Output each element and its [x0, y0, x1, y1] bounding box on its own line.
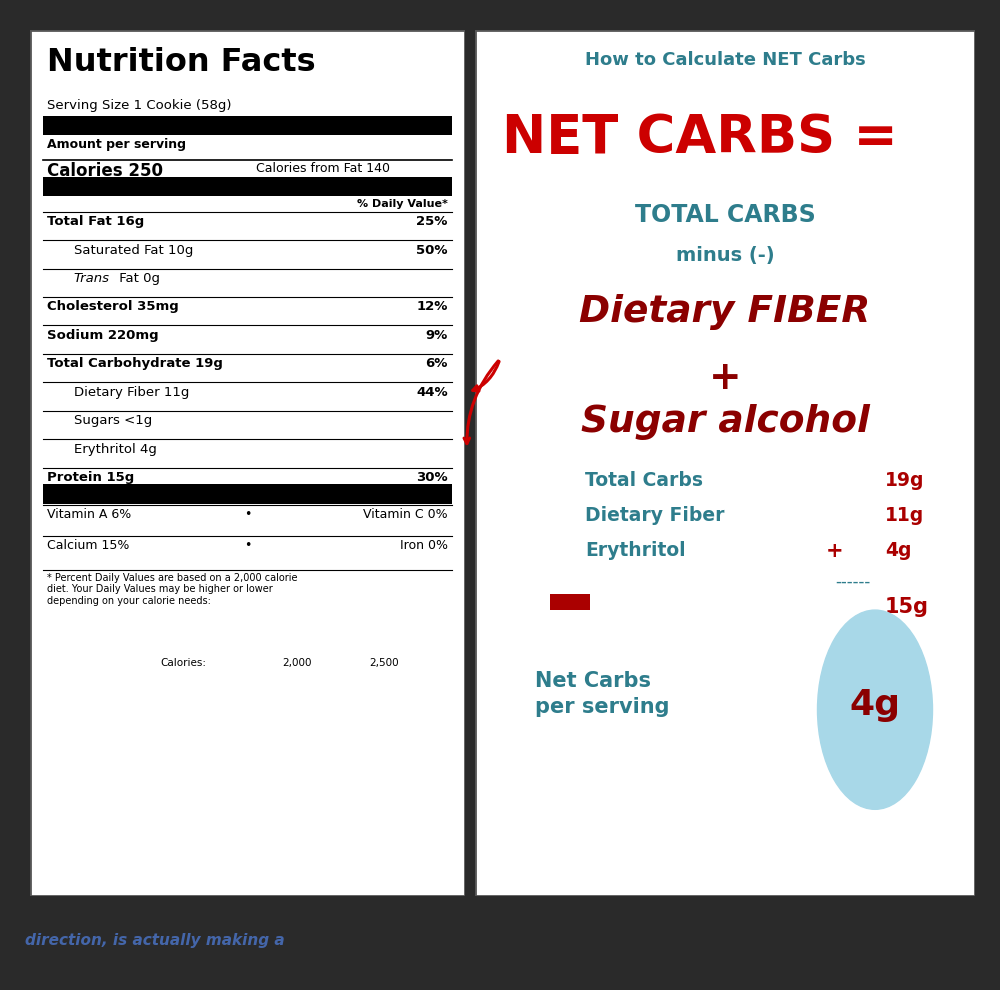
Text: Vitamin A 6%: Vitamin A 6%: [47, 508, 132, 521]
Text: Dietary Fiber 11g: Dietary Fiber 11g: [74, 386, 189, 399]
Text: 2,500: 2,500: [369, 657, 399, 667]
Text: Erythritol: Erythritol: [585, 541, 686, 559]
Text: Cholesterol 35mg: Cholesterol 35mg: [47, 300, 179, 313]
Text: Total Carbs: Total Carbs: [585, 471, 703, 490]
Text: Dietary Fiber: Dietary Fiber: [585, 506, 724, 525]
Text: 25%: 25%: [416, 215, 448, 228]
Text: 4g: 4g: [885, 541, 912, 559]
Bar: [43, 484, 452, 504]
Text: Erythritol 4g: Erythritol 4g: [74, 443, 156, 456]
Text: Calories from Fat 140: Calories from Fat 140: [256, 162, 390, 175]
Text: 11g: 11g: [885, 506, 924, 525]
Circle shape: [818, 610, 932, 810]
Text: Sugar alcohol: Sugar alcohol: [581, 404, 869, 440]
Text: Calories:: Calories:: [160, 657, 206, 667]
Text: Iron 0%: Iron 0%: [400, 539, 448, 552]
Text: Saturated Fat 10g: Saturated Fat 10g: [74, 244, 193, 256]
Text: 30%: 30%: [416, 471, 448, 484]
Text: Trans: Trans: [74, 272, 110, 285]
Text: 15g: 15g: [885, 597, 929, 617]
Text: 4g: 4g: [850, 688, 900, 723]
Text: Total Carbohydrate 19g: Total Carbohydrate 19g: [47, 357, 223, 370]
Text: 50%: 50%: [416, 244, 448, 256]
Bar: [43, 177, 452, 196]
Text: TOTAL CARBS: TOTAL CARBS: [635, 203, 815, 227]
Text: Total Fat 16g: Total Fat 16g: [47, 215, 145, 228]
Text: 44%: 44%: [416, 386, 448, 399]
Text: 2,000: 2,000: [282, 657, 312, 667]
Text: ------: ------: [835, 573, 870, 591]
Text: Net Carbs
per serving: Net Carbs per serving: [535, 671, 670, 717]
Text: 6%: 6%: [425, 357, 448, 370]
Text: Protein 15g: Protein 15g: [47, 471, 135, 484]
Bar: [550, 594, 590, 610]
Text: Calcium 15%: Calcium 15%: [47, 539, 130, 552]
Text: 9%: 9%: [425, 329, 448, 342]
Text: 12%: 12%: [416, 300, 448, 313]
Text: Fat 0g: Fat 0g: [115, 272, 160, 285]
Text: •: •: [244, 508, 251, 521]
Text: * Percent Daily Values are based on a 2,000 calorie
diet. Your Daily Values may : * Percent Daily Values are based on a 2,…: [47, 573, 298, 606]
Text: How to Calculate NET Carbs: How to Calculate NET Carbs: [585, 51, 865, 69]
Text: direction, is actually making a: direction, is actually making a: [25, 934, 285, 948]
Text: NET CARBS =: NET CARBS =: [502, 112, 898, 164]
Text: +: +: [709, 359, 741, 397]
Text: +: +: [826, 541, 844, 560]
Text: minus (-): minus (-): [676, 247, 774, 265]
Text: Dietary FIBER: Dietary FIBER: [579, 294, 871, 330]
Text: Vitamin C 0%: Vitamin C 0%: [363, 508, 448, 521]
Text: % Daily Value*: % Daily Value*: [357, 199, 448, 209]
Text: Sugars <1g: Sugars <1g: [74, 414, 152, 428]
Text: 19g: 19g: [885, 471, 924, 490]
Text: Serving Size 1 Cookie (58g): Serving Size 1 Cookie (58g): [47, 99, 232, 112]
Text: Nutrition Facts: Nutrition Facts: [47, 48, 316, 78]
Text: Amount per serving: Amount per serving: [47, 138, 186, 151]
Text: •: •: [244, 539, 251, 552]
Bar: [43, 117, 452, 136]
Text: Calories 250: Calories 250: [47, 162, 163, 180]
Text: Sodium 220mg: Sodium 220mg: [47, 329, 159, 342]
